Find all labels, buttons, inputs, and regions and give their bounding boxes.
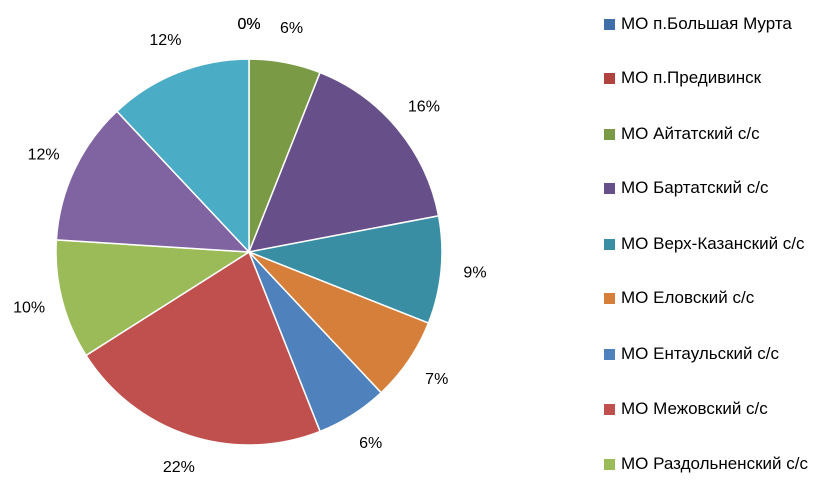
legend-swatch [604,459,615,470]
pie-slice [55,239,252,357]
legend-item: МО Верх-Казанский с/с [604,234,829,254]
pie-slice [115,58,250,254]
legend-label: МО Верх-Казанский с/с [621,234,805,253]
pie-area: 0%0% 6%16%9%7%6%22%10%12%12% [13,16,486,476]
legend-item: МО п.Предивинск [604,68,829,88]
legend-swatch [604,183,615,194]
legend-label: МО Межовский с/с [621,399,768,418]
legend-label: МО Айтатский с/с [621,124,760,143]
legend-label: МО Еловский с/с [621,288,755,307]
legend-swatch [604,129,615,140]
data-label: 0% [237,16,260,33]
data-label: 6% [359,435,382,452]
legend-item: МО п.Большая Мурта [604,14,829,34]
legend-item: МО Айтатский с/с [604,124,829,144]
pie-slice [246,214,443,325]
legend-label: МО Ентаульский с/с [621,344,779,363]
legend-swatch [604,239,615,250]
data-label: 22% [163,459,195,476]
data-label: 6% [280,20,303,37]
data-label: 16% [408,99,440,116]
legend-swatch [604,349,615,360]
data-label: 9% [463,265,486,282]
data-label: 10% [13,300,45,317]
legend-swatch [604,19,615,30]
legend-label: МО Раздольненский с/с [621,454,808,473]
legend-label: МО Бартатский с/с [621,178,769,197]
pie-slice [85,250,322,446]
data-label: 0% [237,16,260,33]
legend-swatch [604,73,615,84]
legend-swatch [604,293,615,304]
legend-item: МО Межовский с/с [604,399,829,419]
legend-label: МО п.Предивинск [621,68,762,87]
legend-label: МО п.Большая Мурта [621,14,792,33]
legend-swatch [604,404,615,415]
data-label: 12% [149,32,181,49]
pie-slice [55,110,251,253]
data-label: 12% [28,147,60,164]
legend-item: МО Еловский с/с [604,288,829,308]
data-label: 7% [425,371,448,388]
legend-item: МО Ентаульский с/с [604,344,829,364]
pie-slice [247,71,440,253]
legend-item: МО Раздольненский с/с [604,454,829,474]
legend-item: МО Бартатский с/с [604,178,829,198]
